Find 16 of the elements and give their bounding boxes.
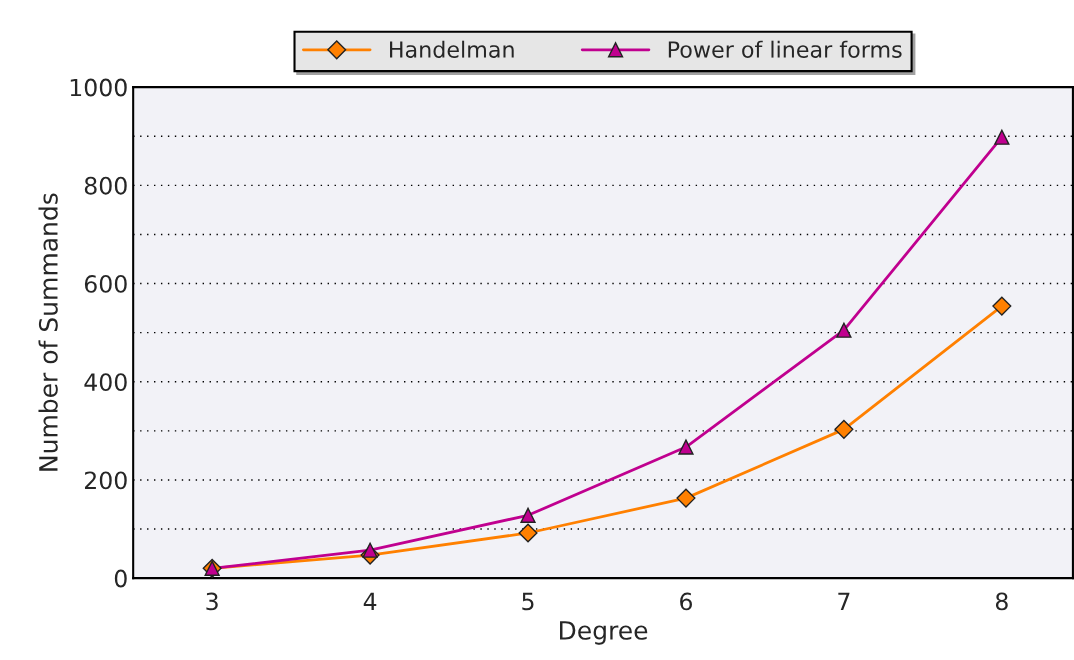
legend-label: Power of linear forms [668, 40, 902, 58]
x-tick-label: 6 [680, 592, 692, 611]
y-tick-label: 200 [84, 471, 127, 490]
x-tick-label: 3 [206, 592, 218, 611]
legend-label: Handelman [390, 40, 514, 58]
y-tick-label: 0 [114, 569, 127, 588]
y-tick-label: 1000 [70, 78, 127, 97]
y-tick-label: 600 [84, 274, 127, 293]
x-tick-label: 7 [838, 592, 850, 610]
x-tick-label: 8 [995, 592, 1008, 611]
x-tick-label: 5 [522, 592, 534, 611]
y-tick-label: 800 [84, 176, 127, 195]
x-axis-title: Degree [560, 621, 648, 645]
y-axis-title: Number of Summands [38, 193, 58, 471]
y-tick-label: 400 [84, 373, 127, 392]
x-tick-label: 4 [363, 592, 377, 610]
